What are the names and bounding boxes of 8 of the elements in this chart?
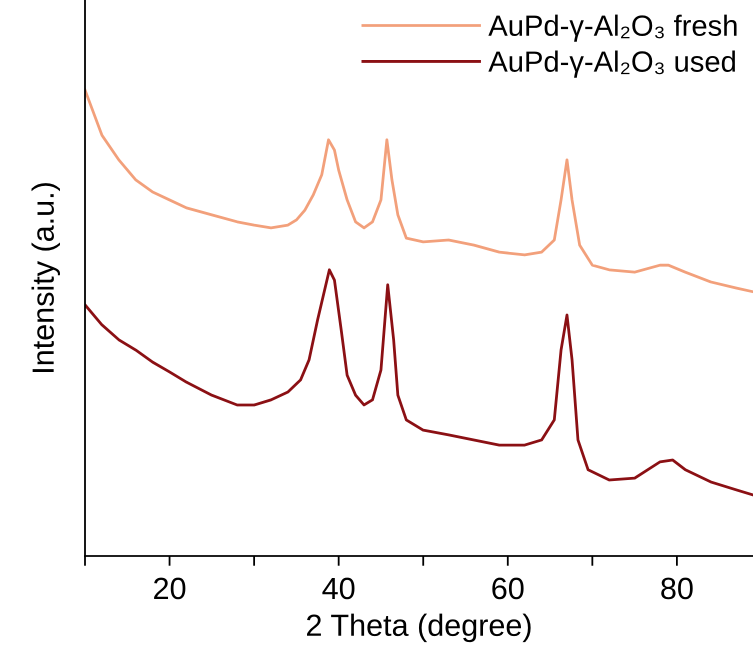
x-axis-title: 2 Theta (degree) bbox=[307, 614, 531, 642]
x-tick-label: 40 bbox=[322, 578, 354, 600]
legend-label: AuPd-γ-Al₂O₃ used bbox=[488, 50, 735, 78]
x-tick-label: 60 bbox=[492, 578, 524, 600]
y-axis-title: Intensity (a.u.) bbox=[32, 183, 60, 372]
legend-label: AuPd-γ-Al₂O₃ fresh bbox=[488, 14, 737, 42]
x-tick-label: 80 bbox=[661, 578, 693, 600]
x-tick-label: 20 bbox=[154, 578, 186, 600]
